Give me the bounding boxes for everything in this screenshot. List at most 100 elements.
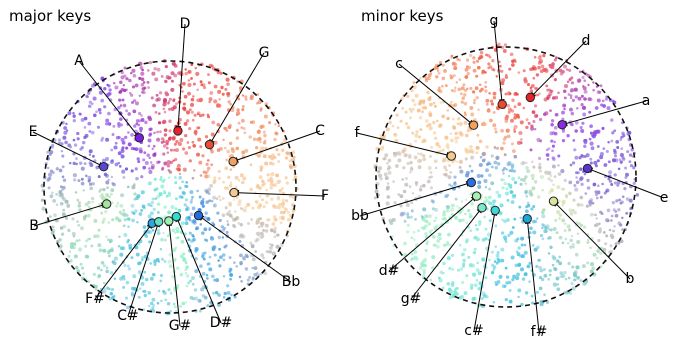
cloud-point xyxy=(165,195,169,198)
cloud-point xyxy=(218,98,221,101)
cloud-point xyxy=(500,231,505,235)
cloud-point xyxy=(195,226,200,230)
cloud-point xyxy=(168,97,172,101)
cloud-point xyxy=(288,194,292,198)
cloud-point xyxy=(619,239,624,244)
cloud-point xyxy=(491,263,495,267)
cloud-point xyxy=(423,219,427,223)
cloud-point xyxy=(540,64,545,69)
cloud-point xyxy=(524,189,528,194)
cloud-point xyxy=(568,228,572,232)
cloud-point xyxy=(241,94,245,97)
cloud-point xyxy=(442,212,446,217)
cloud-point xyxy=(164,79,168,84)
cloud-point xyxy=(406,215,410,219)
cloud-point xyxy=(196,98,200,103)
cloud-point xyxy=(187,215,191,219)
cloud-point xyxy=(150,96,154,100)
cloud-point xyxy=(428,176,431,179)
cloud-point xyxy=(589,161,593,165)
cloud-point xyxy=(628,160,632,164)
cloud-point xyxy=(225,230,229,234)
cloud-point xyxy=(484,71,487,74)
cloud-point xyxy=(524,291,529,295)
cloud-point xyxy=(549,188,554,193)
cloud-point xyxy=(166,160,171,165)
cloud-point xyxy=(437,71,441,75)
cloud-point xyxy=(115,204,119,208)
cloud-point xyxy=(607,141,610,144)
key-label-f-sharp: F# xyxy=(85,291,105,307)
cloud-point xyxy=(446,142,449,146)
key-marker-g xyxy=(204,139,215,150)
cloud-point xyxy=(432,101,436,105)
cloud-point xyxy=(47,186,51,190)
cloud-point xyxy=(418,99,423,104)
cloud-point xyxy=(168,107,172,111)
cloud-point xyxy=(119,252,124,257)
key-label-g-sharp: G# xyxy=(169,318,192,334)
cloud-point xyxy=(492,268,496,271)
cloud-point xyxy=(432,120,436,125)
cloud-point xyxy=(150,204,153,207)
cloud-point xyxy=(460,253,464,257)
cloud-point xyxy=(114,85,119,90)
cloud-point xyxy=(88,161,92,165)
cloud-point xyxy=(60,149,64,153)
cloud-point xyxy=(387,165,391,169)
cloud-point xyxy=(555,231,559,235)
cloud-point xyxy=(530,124,534,128)
cloud-point xyxy=(449,132,453,136)
cloud-point xyxy=(196,112,200,116)
cloud-point xyxy=(505,73,508,77)
cloud-point xyxy=(197,137,202,142)
cloud-point xyxy=(469,106,474,110)
cloud-point xyxy=(432,131,437,135)
cloud-point xyxy=(535,73,540,77)
cloud-point xyxy=(454,136,458,141)
cloud-point xyxy=(467,208,471,213)
cloud-point xyxy=(553,175,557,178)
cloud-point xyxy=(159,178,163,182)
cloud-point xyxy=(421,106,426,110)
cloud-point xyxy=(156,211,160,214)
cloud-point xyxy=(547,236,550,240)
cloud-point xyxy=(528,280,531,283)
cloud-point xyxy=(529,86,533,90)
cloud-point xyxy=(586,186,591,190)
cloud-point xyxy=(424,214,429,219)
cloud-point xyxy=(244,267,249,271)
cloud-point xyxy=(429,154,432,158)
cloud-point xyxy=(271,251,276,256)
cloud-point xyxy=(151,228,155,232)
cloud-point xyxy=(576,202,581,207)
cloud-point xyxy=(137,295,141,299)
cloud-point xyxy=(236,80,239,83)
cloud-point xyxy=(96,125,101,129)
cloud-point xyxy=(210,199,214,203)
cloud-point xyxy=(457,87,462,92)
leader-line-d-sharp xyxy=(175,216,222,324)
cloud-point xyxy=(194,269,199,274)
cloud-point xyxy=(387,170,392,175)
cloud-point xyxy=(516,140,521,145)
cloud-point xyxy=(111,201,114,205)
cloud-point xyxy=(182,102,186,106)
cloud-point xyxy=(514,60,517,64)
cloud-point xyxy=(443,68,447,73)
cloud-point xyxy=(120,123,123,127)
cloud-point xyxy=(91,200,94,204)
cloud-point xyxy=(581,264,586,269)
cloud-point xyxy=(203,215,208,220)
cloud-point xyxy=(153,177,157,181)
cloud-point xyxy=(576,107,579,110)
cloud-point xyxy=(597,246,602,251)
cloud-point xyxy=(486,162,489,166)
cloud-point xyxy=(166,163,171,168)
cloud-point xyxy=(140,190,145,195)
cloud-point xyxy=(84,202,89,207)
cloud-point xyxy=(147,138,152,143)
cloud-point xyxy=(503,284,507,288)
cloud-point xyxy=(521,177,526,182)
leader-line-g-sharp xyxy=(410,207,483,300)
